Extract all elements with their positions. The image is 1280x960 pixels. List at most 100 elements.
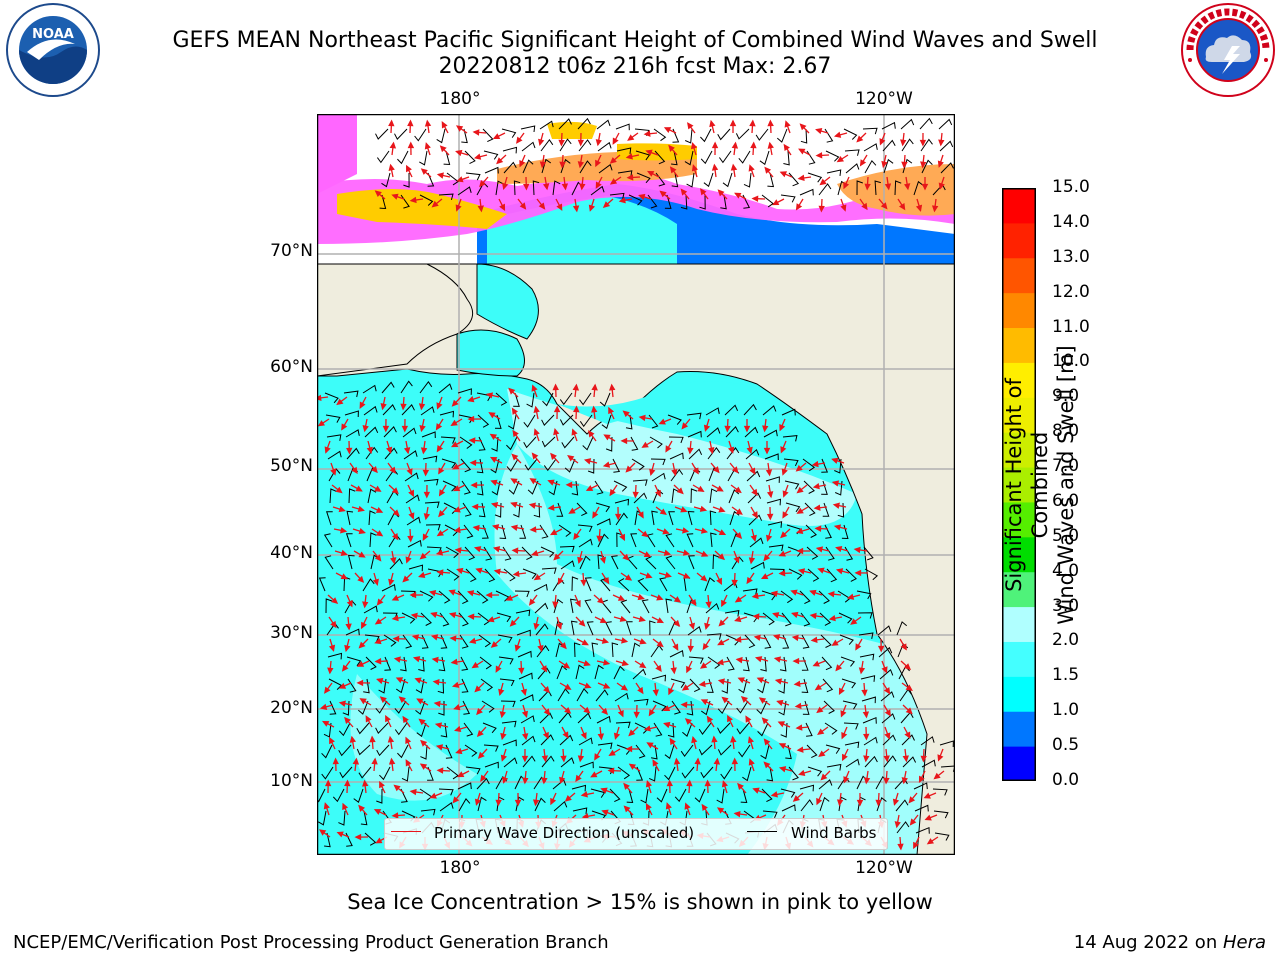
wave-arrow-head [608,406,615,415]
wave-arrow-head [528,598,536,606]
wave-arrow-head [812,482,820,490]
wave-arrow-head [542,183,550,191]
wave-arrow-head [422,533,429,541]
wave-arrow-head [419,425,426,433]
wind-barb [364,426,379,438]
wave-arrow-head [581,639,589,646]
wave-arrow-head [532,799,540,807]
wave-arrow-head [609,178,618,185]
wave-arrow-head [684,718,692,725]
wave-arrow-head [456,176,464,183]
wave-arrow-head [416,698,424,705]
wind-barb [515,796,525,812]
colorbar-bin [1002,362,1036,398]
wind-barb [364,832,377,846]
wave-arrow-head [479,180,486,188]
wind-barb [821,656,833,671]
wave-arrow-head [556,203,563,211]
lat-label: 20°N [270,698,313,718]
colorbar-bin [1002,188,1036,224]
wave-arrow-head [358,551,366,558]
wave-arrow-head [560,755,567,763]
wave-arrow-head [767,141,774,149]
wave-arrow-head [734,486,742,494]
wave-arrow-head [718,529,727,535]
wind-barb [718,150,732,164]
wave-arrow-head [792,795,800,802]
wave-arrow-head [751,488,758,497]
wave-arrow-head [926,838,935,845]
wave-arrow-head [418,718,426,726]
wave-arrow-head [365,715,372,723]
wave-arrow-head [607,767,615,774]
wind-barb [578,538,593,548]
wave-arrow-head [386,446,393,454]
sea-ice [837,164,955,216]
wave-arrow-head [511,547,519,554]
wave-arrow-head [705,601,712,609]
wave-arrow-head [369,735,376,743]
colorbar-bin [1002,606,1036,642]
wind-barb [932,788,948,796]
wave-arrow-head [709,119,716,128]
lon-label-bottom-120w: 120°W [855,858,913,878]
wave-arrow-head [833,524,842,531]
wave-arrow-head [391,532,399,541]
wave-arrow-head [471,503,479,511]
wind-barb [698,744,713,756]
wave-arrow-head [577,556,584,565]
wave-arrow-head [602,461,611,468]
wind-barb [416,722,427,738]
wind-barb [534,602,549,614]
wind-barb [747,492,762,504]
wave-arrow-head [652,759,659,767]
wind-barb [403,172,410,188]
wave-arrow-head [638,193,646,201]
wave-arrow-head [533,405,540,413]
wind-barb [465,172,481,181]
colorbar-title-text: Significant Height of Combined Wind Wave… [1002,345,1078,625]
wind-barb [631,458,645,471]
wave-arrow-head [362,425,369,433]
wave-arrow-head [500,732,507,741]
wind-barb [748,514,763,526]
wave-arrow-head [637,511,644,519]
wave-arrow-head [780,446,787,454]
wind-barb [864,159,877,174]
wave-arrow-head [418,403,426,411]
wind-barb [669,452,684,460]
wave-arrow-head [595,139,602,147]
wave-arrow-head [488,412,496,419]
wind-barb [712,554,720,570]
wave-arrow-head [375,506,384,513]
wave-arrow-head [590,771,598,778]
wave-arrow-head [595,181,602,189]
wind-barb [915,826,930,834]
wave-arrow-head [793,680,801,687]
wave-arrow-head [892,798,900,806]
wind-barb [533,502,541,518]
wind-barb [543,458,557,472]
wave-arrow-head [904,731,911,739]
wind-barb [457,388,472,395]
wind-barb [876,796,887,812]
wave-arrow-head [717,678,725,685]
wind-barb [356,722,370,735]
wave-arrow-head [514,644,521,652]
wave-arrow-head [441,121,448,129]
wind-barb [780,590,794,604]
wind-barb [664,766,676,781]
wind-barb [520,125,536,133]
colorbar-tick-label: 9.0 [1052,386,1080,407]
wave-arrow-head [761,717,769,725]
wave-arrow-head [400,403,407,411]
wave-arrow-head [713,466,720,474]
wave-arrow-head [835,545,843,553]
wind-barb [400,656,407,672]
wind-barb [610,555,619,570]
wave-arrow-head [819,178,827,186]
wave-arrow-head [518,667,525,675]
wind-barb [745,448,760,460]
wind-barb [346,656,362,667]
wind-barb [780,194,796,203]
